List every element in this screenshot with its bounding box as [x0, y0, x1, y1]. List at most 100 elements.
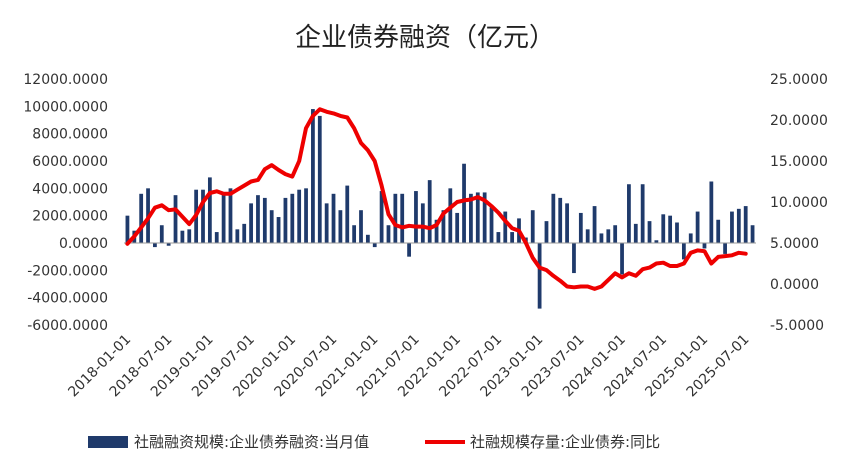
legend: 社融融资规模:企业债券融资:当月值 社融规模存量:企业债券:同比 — [88, 433, 660, 451]
bar — [331, 193, 336, 243]
bar — [317, 115, 322, 243]
bar — [393, 193, 398, 243]
bar — [743, 206, 748, 243]
bar — [565, 203, 569, 243]
bar — [647, 221, 652, 243]
bar — [585, 229, 590, 243]
right-tick-label: 0.0000 — [770, 277, 819, 293]
left-tick-label: 6000.0000 — [32, 154, 108, 170]
bar — [723, 243, 727, 254]
bar — [283, 197, 288, 243]
left-axis: -6000.0000 -4000.0000 -2000.0000 0.0000 2000… — [23, 72, 108, 334]
bar — [599, 233, 604, 243]
bar — [620, 243, 624, 275]
bar — [187, 229, 192, 243]
bar — [159, 225, 164, 243]
bar — [675, 222, 679, 243]
bar — [207, 177, 212, 243]
left-tick-label: 12000.0000 — [23, 72, 108, 88]
legend-label-bar: 社融融资规模:企业债券融资:当月值 — [134, 433, 369, 451]
bar — [420, 203, 425, 243]
left-tick-label: 10000.0000 — [23, 99, 108, 115]
bar — [496, 232, 501, 243]
bar — [510, 232, 515, 243]
bar — [173, 195, 178, 243]
bar — [414, 191, 418, 243]
bar — [352, 225, 357, 243]
bar — [578, 212, 583, 243]
bar — [558, 197, 563, 243]
bar — [730, 211, 734, 243]
bar — [613, 225, 618, 243]
right-tick-label: 10.0000 — [770, 195, 828, 211]
bar — [482, 192, 487, 243]
bar — [242, 223, 247, 243]
bar — [201, 189, 205, 243]
bar — [654, 240, 659, 243]
legend-swatch-bar — [88, 436, 128, 448]
bar — [606, 229, 611, 243]
bar — [359, 210, 363, 243]
bar — [276, 217, 281, 243]
bar — [324, 203, 329, 243]
left-tick-label: 2000.0000 — [32, 209, 108, 225]
bar — [668, 215, 673, 243]
bar — [530, 210, 535, 243]
bar — [736, 208, 741, 243]
right-axis: -5.0000 0.0000 5.0000 10.0000 15.0000 20.0000… — [770, 72, 828, 334]
bar — [716, 219, 721, 243]
bar — [462, 163, 466, 243]
bar — [537, 243, 542, 309]
bar — [139, 193, 144, 243]
right-tick-label: 20.0000 — [770, 113, 828, 129]
bar — [379, 191, 384, 243]
bar — [400, 193, 405, 243]
bar — [256, 195, 260, 243]
line-series — [125, 107, 748, 291]
bar — [448, 188, 453, 243]
bar — [304, 188, 308, 243]
left-tick-label: 4000.0000 — [32, 181, 108, 197]
series-line — [125, 107, 748, 291]
bar — [180, 230, 185, 243]
x-axis: 2018-01-012018-07-012019-01-012019-07-01… — [65, 332, 752, 401]
bar — [235, 229, 240, 243]
bar — [633, 223, 638, 243]
bar — [475, 192, 480, 243]
bar — [407, 243, 411, 257]
bar — [441, 210, 446, 243]
bar — [269, 210, 274, 243]
bar — [345, 185, 350, 243]
bar — [249, 203, 253, 243]
bar — [153, 243, 157, 248]
bar-series — [125, 109, 755, 309]
bar — [221, 192, 226, 243]
bar — [702, 243, 707, 249]
bar — [338, 210, 343, 243]
bar — [290, 193, 295, 243]
bar — [695, 211, 700, 243]
bar — [125, 215, 130, 243]
bar — [365, 234, 370, 243]
bar — [640, 184, 645, 243]
left-tick-label: 8000.0000 — [32, 127, 108, 143]
bar — [709, 181, 714, 243]
bar — [297, 189, 302, 243]
bar — [503, 211, 508, 243]
bar — [592, 206, 597, 243]
right-tick-label: -5.0000 — [770, 318, 824, 334]
legend-label-line: 社融规模存量:企业债券:同比 — [470, 433, 660, 451]
bar — [386, 225, 391, 243]
bar — [627, 184, 631, 243]
chart-title: 企业债券融资（亿元） — [295, 23, 555, 53]
bar — [661, 214, 666, 243]
bar — [455, 212, 460, 243]
bar — [544, 221, 549, 243]
bar — [372, 243, 377, 248]
bar — [166, 243, 171, 246]
bar — [489, 207, 494, 243]
left-tick-label: -2000.0000 — [27, 263, 108, 279]
bar — [681, 243, 686, 260]
left-tick-label: -4000.0000 — [27, 291, 108, 307]
